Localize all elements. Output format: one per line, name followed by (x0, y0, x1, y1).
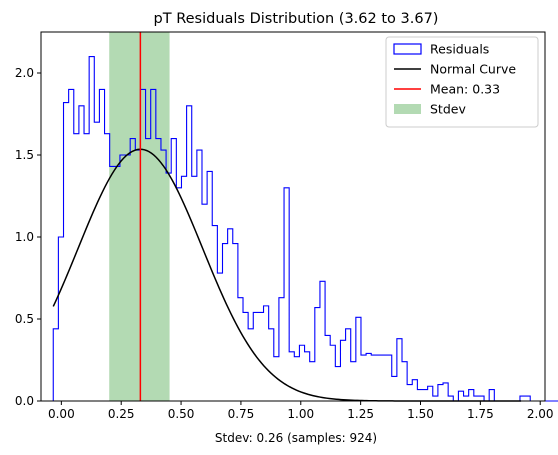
x-tick-label: 2.00 (527, 407, 554, 421)
chart-title: pT Residuals Distribution (3.62 to 3.67) (154, 11, 439, 27)
y-tick-label: 2.0 (15, 66, 34, 80)
x-tick-label: 0.25 (108, 407, 135, 421)
x-tick-label: 1.00 (287, 407, 314, 421)
x-tick-label: 0.50 (168, 407, 195, 421)
y-tick-label: 0.0 (15, 394, 34, 408)
legend-label: Residuals (430, 42, 489, 57)
x-tick-label: 0.00 (48, 407, 75, 421)
legend-label: Stdev (430, 102, 466, 117)
x-tick-label: 1.25 (347, 407, 374, 421)
x-tick-label: 1.50 (407, 407, 434, 421)
y-tick-label: 0.5 (15, 312, 34, 326)
x-tick-label: 0.75 (228, 407, 255, 421)
y-tick-label: 1.0 (15, 230, 34, 244)
stdev-band (109, 32, 170, 401)
legend-box (385, 36, 539, 128)
legend-swatch-residuals (393, 43, 422, 55)
legend-label: Mean: 0.33 (430, 82, 500, 97)
histogram-outline (52, 56, 558, 402)
x-axis: 0.00 0.25 0.50 0.75 1.00 1.25 1.50 1.75 2.00 (48, 401, 554, 421)
x-tick-label: 1.75 (467, 407, 494, 421)
legend: Residuals Normal Curve Mean: 0.33 Stdev (385, 36, 539, 128)
legend-label: Normal Curve (430, 62, 516, 77)
x-axis-label: Stdev: 0.26 (samples: 924) (215, 431, 377, 445)
axes-frame (40, 31, 546, 402)
y-tick-label: 1.5 (15, 148, 34, 162)
y-axis: 0.0 0.5 1.0 1.5 2.0 (15, 66, 41, 408)
legend-swatch-stdev (394, 104, 421, 114)
